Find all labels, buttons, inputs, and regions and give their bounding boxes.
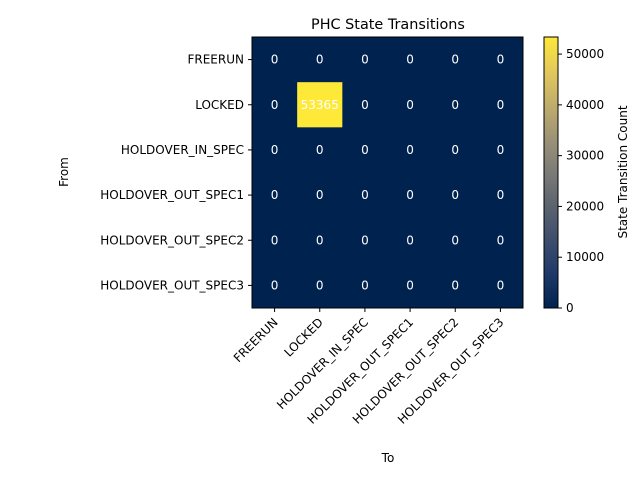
cell-value-label: 0 <box>406 98 414 112</box>
heatmap-cell <box>342 127 388 173</box>
heatmap-cell <box>297 82 343 128</box>
colorbar-tick-label: 20000 <box>566 199 604 213</box>
x-tick-label: LOCKED <box>281 315 325 359</box>
heatmap-cell-labels: 0 0 0 0 0 0 0 53365 0 0 0 0 0 0 0 0 0 0 0 0 0 0 0 0 0 0 0 0 0 0 0 0 0 0 0 0 <box>271 53 504 293</box>
cell-value-label: 0 <box>406 53 414 67</box>
heatmap-cell <box>252 262 298 309</box>
heatmap-cell <box>297 262 343 309</box>
heatmap-cell <box>342 262 388 309</box>
y-tick-label: LOCKED <box>195 98 244 112</box>
cell-value-label: 0 <box>406 278 414 292</box>
cell-value-label: 0 <box>271 53 279 67</box>
heatmap-cell <box>477 172 524 219</box>
colorbar-tick-label: 30000 <box>566 149 604 163</box>
y-tick-label: HOLDOVER_OUT_SPEC1 <box>100 188 244 202</box>
heatmap-cell <box>432 217 479 264</box>
heatmap-cell <box>477 262 524 309</box>
heatmap-cell <box>387 262 434 309</box>
cell-value-label: 0 <box>361 278 369 292</box>
heatmap-cell <box>432 37 479 83</box>
heatmap-cell <box>252 172 298 219</box>
heatmap-cell <box>432 82 479 128</box>
colorbar-label: State Transition Count <box>616 105 630 238</box>
heatmap-cell <box>477 37 524 83</box>
cell-value-label: 0 <box>497 53 505 67</box>
cell-value-label: 0 <box>271 233 279 247</box>
heatmap-cell <box>252 37 298 83</box>
cell-value-label: 0 <box>451 53 459 67</box>
cell-value-label: 0 <box>497 233 505 247</box>
colorbar-tick-label: 40000 <box>566 98 604 112</box>
cell-value-label: 0 <box>271 143 279 157</box>
heatmap-cell <box>297 127 343 173</box>
chart-title: PHC State Transitions <box>311 17 465 33</box>
cell-value-label: 0 <box>271 98 279 112</box>
heatmap-cell <box>252 217 298 264</box>
y-tick-label: HOLDOVER_IN_SPEC <box>121 143 244 157</box>
cell-value-label: 0 <box>451 143 459 157</box>
heatmap-cell <box>252 82 298 128</box>
x-axis-label: To <box>381 451 395 465</box>
cell-value-label: 0 <box>361 53 369 67</box>
y-tick-label: HOLDOVER_OUT_SPEC3 <box>100 278 244 292</box>
cell-value-label: 0 <box>316 278 324 292</box>
cell-value-label: 0 <box>316 143 324 157</box>
heatmap-cell <box>432 172 479 219</box>
colorbar-tick-label: 50000 <box>566 47 604 61</box>
y-tick-label: FREERUN <box>187 53 244 67</box>
cell-value-label: 0 <box>406 233 414 247</box>
cell-value-label: 0 <box>361 143 369 157</box>
cell-value-label: 0 <box>271 278 279 292</box>
cell-value-label: 0 <box>316 188 324 202</box>
cell-value-label: 0 <box>451 278 459 292</box>
cell-value-label: 0 <box>406 143 414 157</box>
y-tick-label: HOLDOVER_OUT_SPEC2 <box>100 233 244 247</box>
cell-value-label: 0 <box>451 233 459 247</box>
cell-value-label: 0 <box>316 53 324 67</box>
cell-value-label: 0 <box>497 98 505 112</box>
heatmap-cell <box>387 127 434 173</box>
heatmap-cell <box>432 127 479 173</box>
cell-value-label: 0 <box>316 233 324 247</box>
y-axis-label: From <box>57 157 71 187</box>
heatmap-cell <box>342 37 388 83</box>
heatmap-cells <box>252 37 524 309</box>
heatmap-cell <box>477 82 524 128</box>
plot-frame <box>251 36 524 309</box>
heatmap-cell <box>297 37 343 83</box>
heatmap-cell <box>387 37 434 83</box>
colorbar-tick-label: 10000 <box>566 250 604 264</box>
colorbar-tick-label: 0 <box>566 301 574 315</box>
heatmap-cell <box>342 217 388 264</box>
cell-value-label: 0 <box>361 98 369 112</box>
heatmap-cell <box>477 217 524 264</box>
colorbar <box>543 36 559 309</box>
heatmap-cell <box>342 172 388 219</box>
heatmap-cell <box>252 127 298 173</box>
heatmap-cell <box>477 127 524 173</box>
cell-value-label: 0 <box>497 143 505 157</box>
heatmap-cell <box>387 82 434 128</box>
cell-value-label: 0 <box>497 278 505 292</box>
x-axis: FREERUN LOCKEDHOLDOVER_IN_SPECHOLDOVER_OU… <box>231 308 507 427</box>
cell-value-label: 0 <box>451 98 459 112</box>
cell-value-label: 53365 <box>301 98 339 112</box>
y-axis: FREERUN LOCKED HOLDOVER_IN_SPEC HOLDOVER_OU… <box>100 53 252 292</box>
heatmap-cell <box>387 217 434 264</box>
cell-value-label: 0 <box>361 233 369 247</box>
heatmap-cell <box>387 172 434 219</box>
cell-value-label: 0 <box>271 188 279 202</box>
heatmap-cell <box>297 172 343 219</box>
cell-value-label: 0 <box>361 188 369 202</box>
heatmap-cell <box>342 82 388 128</box>
cell-value-label: 0 <box>497 188 505 202</box>
cell-value-label: 0 <box>406 188 414 202</box>
colorbar-ticks: 0 10000 20000 30000 40000 50000 <box>558 47 604 315</box>
heatmap-cell <box>432 262 479 309</box>
heatmap-cell <box>297 217 343 264</box>
x-tick-label: FREERUN <box>231 315 281 365</box>
cell-value-label: 0 <box>451 188 459 202</box>
